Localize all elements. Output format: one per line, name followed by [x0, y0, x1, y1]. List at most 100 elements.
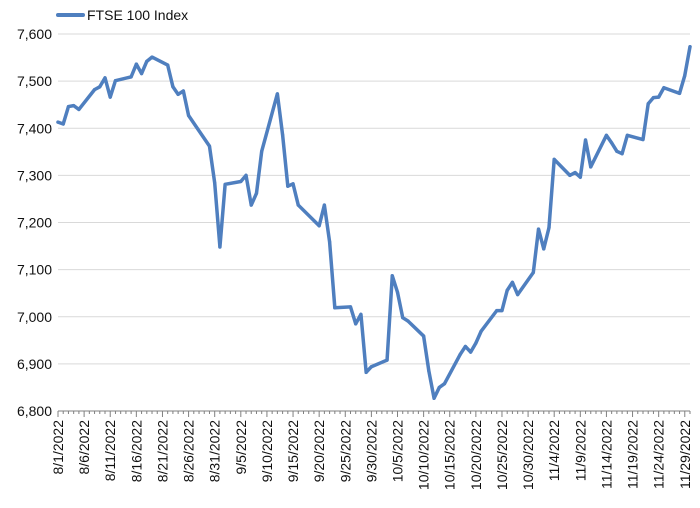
data-point — [610, 141, 614, 145]
data-point — [280, 133, 285, 137]
data-point — [474, 341, 478, 345]
data-point — [186, 113, 191, 118]
x-axis: 8/1/2022 8/6/2022 8/11/2022 8/16/2022 8/21/2… — [50, 410, 693, 490]
data-point — [322, 203, 326, 207]
y-tick-label: 7,300 — [17, 167, 52, 183]
data-point — [531, 270, 535, 275]
x-tick-label: 10/5/2022 — [390, 420, 406, 482]
data-point — [646, 102, 650, 106]
data-point — [181, 89, 185, 93]
x-tick-label: 9/30/2022 — [363, 420, 379, 482]
data-point — [369, 365, 373, 369]
data-point — [207, 144, 212, 148]
x-tick-label: 10/10/2022 — [416, 420, 432, 490]
y-tick-label: 7,400 — [17, 120, 52, 136]
data-point — [469, 350, 473, 354]
data-point — [239, 179, 243, 184]
data-point — [662, 86, 666, 90]
data-point — [688, 45, 692, 49]
x-tick-label: 9/20/2022 — [311, 420, 327, 482]
data-point — [92, 88, 97, 92]
data-point — [385, 358, 389, 362]
data-point — [134, 62, 138, 66]
data-point — [223, 182, 227, 186]
legend: FTSE 100 Index — [56, 7, 188, 23]
x-tick-label: 9/5/2022 — [233, 420, 249, 475]
data-point — [500, 309, 504, 313]
data-point — [286, 184, 290, 188]
data-point — [657, 95, 661, 99]
data-point — [406, 319, 410, 323]
x-tick-label: 10/15/2022 — [442, 420, 458, 490]
data-point — [463, 344, 468, 349]
data-point — [254, 191, 259, 195]
data-point — [328, 240, 332, 244]
x-tick-label: 8/21/2022 — [154, 420, 170, 482]
data-point — [244, 173, 248, 177]
x-tick-label: 10/25/2022 — [494, 420, 510, 490]
data-point — [432, 396, 436, 400]
data-point — [66, 104, 71, 109]
legend-label: FTSE 100 Index — [87, 7, 188, 23]
data-point — [573, 170, 577, 175]
data-point — [677, 91, 682, 95]
data-point — [176, 92, 180, 96]
y-tick-label: 7,600 — [17, 26, 52, 42]
y-tick-label: 6,800 — [17, 403, 52, 419]
data-point — [260, 149, 264, 153]
x-tick-label: 11/14/2022 — [598, 420, 614, 489]
data-point — [166, 63, 170, 67]
data-point — [495, 309, 499, 313]
x-tick-label: 10/30/2022 — [520, 420, 536, 490]
x-tick-label: 8/26/2022 — [181, 420, 197, 482]
x-tick-label: 11/29/2022 — [677, 420, 693, 489]
data-point — [583, 138, 588, 142]
data-point — [625, 133, 629, 137]
x-tick-label: 9/15/2022 — [285, 420, 301, 482]
x-tick-label: 10/20/2022 — [468, 420, 484, 490]
y-tick-label: 6,900 — [17, 356, 52, 372]
x-tick-label: 8/16/2022 — [128, 420, 144, 482]
x-tick-label: 8/6/2022 — [76, 420, 92, 475]
y-tick-label: 7,500 — [17, 73, 52, 89]
data-point — [364, 370, 368, 374]
x-tick-label: 11/9/2022 — [572, 420, 588, 481]
data-point — [536, 227, 541, 231]
data-point — [218, 245, 222, 249]
data-point — [683, 73, 687, 78]
data-point — [249, 203, 253, 207]
y-tick-label: 7,200 — [17, 215, 52, 231]
data-point — [213, 181, 217, 185]
data-point — [641, 137, 645, 142]
data-point — [359, 312, 363, 316]
data-point — [129, 75, 133, 79]
data-point — [401, 316, 405, 320]
x-tick-label: 8/11/2022 — [102, 420, 118, 481]
data-point — [395, 290, 400, 294]
data-point — [542, 247, 546, 251]
data-point — [77, 107, 81, 111]
data-point — [171, 85, 175, 89]
x-tick-label: 11/24/2022 — [651, 420, 667, 489]
x-tick-label: 11/19/2022 — [625, 420, 641, 489]
data-point — [516, 293, 520, 297]
data-point — [458, 352, 462, 357]
data-point — [547, 226, 551, 230]
data-point — [604, 133, 609, 137]
data-point — [145, 59, 149, 63]
data-point — [348, 305, 353, 309]
data-point — [505, 288, 509, 292]
data-point — [589, 165, 593, 169]
data-point — [442, 382, 447, 386]
data-point — [422, 334, 426, 338]
data-point — [333, 306, 337, 310]
data-point — [150, 55, 154, 59]
data-point — [510, 280, 515, 284]
data-point — [98, 85, 102, 89]
x-tick-label: 11/4/2022 — [546, 420, 562, 481]
data-point — [61, 122, 65, 126]
y-tick-label: 7,000 — [17, 309, 52, 325]
data-point — [354, 322, 358, 326]
data-point — [390, 274, 394, 278]
